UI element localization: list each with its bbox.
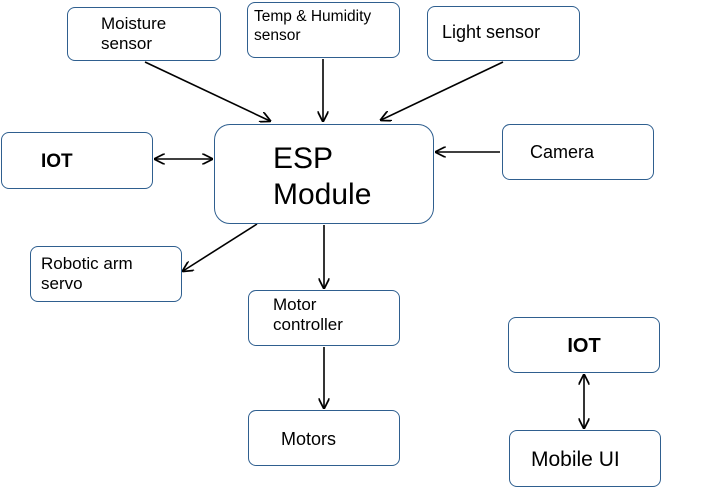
moisture-sensor-label-line2: sensor — [101, 34, 153, 54]
temp-humidity-label-line2: sensor — [254, 26, 301, 44]
arrow-esp-to-servo — [183, 223, 258, 271]
esp-module-label-line1: ESP — [273, 142, 334, 175]
iot-left-label: IOT — [41, 151, 73, 172]
iot-box-left: IOT — [1, 132, 153, 189]
servo-label-line2: servo — [41, 274, 83, 294]
motor-controller-label-line1: Motor — [273, 295, 317, 314]
light-sensor-box: Light sensor — [427, 6, 580, 61]
motors-box: Motors — [248, 410, 400, 466]
motor-controller-label-line2: controller — [273, 315, 343, 335]
motors-label: Motors — [281, 429, 337, 449]
esp-module-box: ESP Module — [214, 124, 434, 224]
moisture-sensor-box: Moisture sensor — [67, 7, 221, 61]
light-sensor-label: Light sensor — [442, 22, 541, 42]
motor-controller-box: Motor controller — [248, 290, 400, 346]
temp-humidity-sensor-label: Temp & Humidity sensor — [254, 8, 371, 45]
motor-controller-label: Motor controller — [273, 295, 343, 336]
arrow-moisture-to-esp — [144, 61, 270, 121]
iot-right-label: IOT — [567, 335, 601, 357]
mobile-ui-label: Mobile UI — [531, 448, 620, 471]
camera-label: Camera — [530, 142, 595, 162]
temp-humidity-label-line1: Temp & Humidity — [254, 8, 372, 25]
camera-box: Camera — [502, 124, 654, 180]
robotic-arm-servo-box: Robotic arm servo — [30, 246, 182, 302]
esp-module-label-line2: Module — [273, 178, 372, 211]
temp-humidity-sensor-box: Temp & Humidity sensor — [247, 2, 400, 58]
robotic-arm-servo-label: Robotic arm servo — [41, 254, 133, 295]
moisture-sensor-label-line1: Moisture — [101, 14, 167, 33]
servo-label-line1: Robotic arm — [41, 254, 133, 273]
esp-module-label: ESP Module — [273, 141, 371, 213]
arrow-light-to-esp — [381, 61, 504, 120]
moisture-sensor-label: Moisture sensor — [101, 14, 166, 55]
mobile-ui-box: Mobile UI — [509, 430, 661, 487]
iot-box-right: IOT — [508, 317, 660, 373]
